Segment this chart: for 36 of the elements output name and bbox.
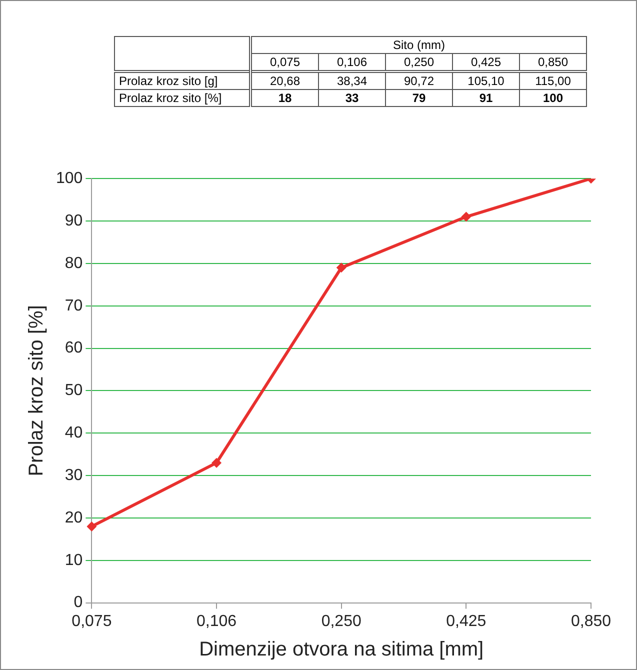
y-tick-label: 80 — [64, 254, 83, 272]
x-axis-title: Dimenzije otvora na sitima [mm] — [199, 638, 484, 661]
text: 33 — [318, 90, 386, 106]
y-tick-label: 20 — [64, 509, 83, 526]
y-tick-label: 30 — [64, 466, 83, 484]
y-tick-label: 60 — [64, 340, 83, 357]
text: 18 — [250, 90, 318, 106]
y-tick-label: 10 — [64, 552, 83, 569]
y-tick-label: 40 — [64, 424, 83, 442]
text: Prolaz kroz sito [%] — [114, 90, 250, 106]
text: 90,72 — [386, 72, 452, 90]
y-tick-label: 100 — [56, 170, 83, 188]
category-label: 0,250 — [404, 55, 434, 69]
text: 38,34 — [318, 72, 386, 90]
text: 115,00 — [520, 72, 586, 90]
x-tick-label: 0,425 — [446, 612, 486, 630]
category-label: 0,106 — [336, 55, 368, 69]
text: 100 — [520, 90, 586, 106]
category-label: 0,075 — [270, 55, 300, 69]
text: 20,68 — [250, 72, 318, 90]
category-label: 0,425 — [470, 55, 502, 69]
y-tick-label: 70 — [64, 297, 83, 314]
y-axis-title: Prolaz kroz sito [%] — [26, 305, 48, 476]
text: 79 — [386, 90, 452, 106]
text: Prolaz kroz sito [g] — [114, 72, 250, 90]
text: 91 — [452, 90, 520, 106]
text: Sito (mm) — [250, 36, 586, 54]
text: 105,10 — [452, 72, 520, 90]
x-tick-label: 0,850 — [570, 612, 612, 630]
x-tick-label: 0,250 — [321, 612, 362, 630]
y-tick-label: 0 — [74, 594, 83, 612]
category-label: 0,850 — [538, 55, 568, 69]
y-tick-label: 90 — [64, 212, 83, 230]
y-tick-label: 50 — [64, 382, 83, 400]
x-tick-label: 0,075 — [72, 612, 112, 630]
x-tick-label: 0,106 — [196, 612, 237, 630]
